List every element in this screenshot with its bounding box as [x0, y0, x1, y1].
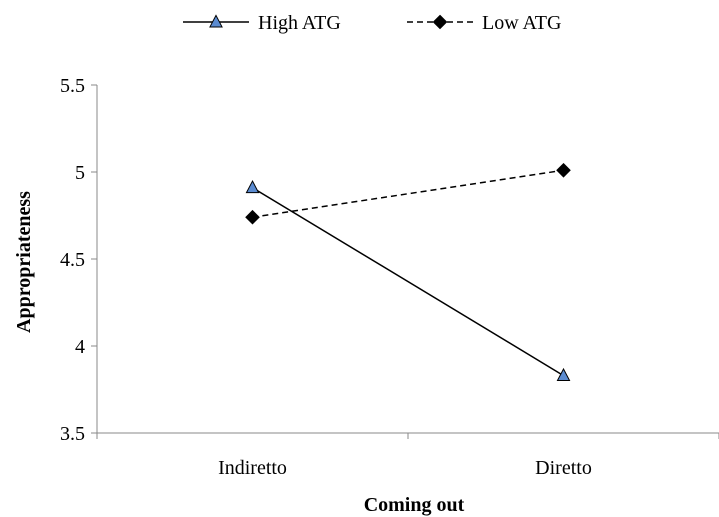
legend-label: Low ATG [482, 12, 561, 34]
y-tick-label: 5.5 [60, 75, 85, 97]
x-axis-title: Coming out [364, 494, 465, 516]
y-tick-label: 5 [75, 162, 85, 184]
data-point-triangle [209, 14, 223, 28]
data-point-diamond [556, 162, 571, 178]
legend: High ATG Low ATG [183, 12, 561, 34]
data-point-diamond [245, 209, 260, 225]
axes: 3.5 4 4.5 5 5.5 Indiretto Diretto [60, 75, 719, 479]
y-tick-label: 4 [75, 336, 85, 358]
y-tick-label: 3.5 [60, 423, 85, 445]
legend-label: High ATG [258, 12, 341, 34]
series-layer [245, 162, 571, 382]
y-tick-label: 4.5 [60, 249, 85, 271]
series-line [252, 169, 564, 218]
data-point-triangle [556, 367, 571, 382]
data-point-diamond [432, 14, 448, 30]
data-point-triangle [245, 179, 260, 194]
x-tick-label: Diretto [535, 457, 592, 479]
y-axis-title: Appropriateness [13, 191, 35, 333]
x-tick-label: Indiretto [218, 457, 287, 479]
series-line [252, 187, 564, 377]
